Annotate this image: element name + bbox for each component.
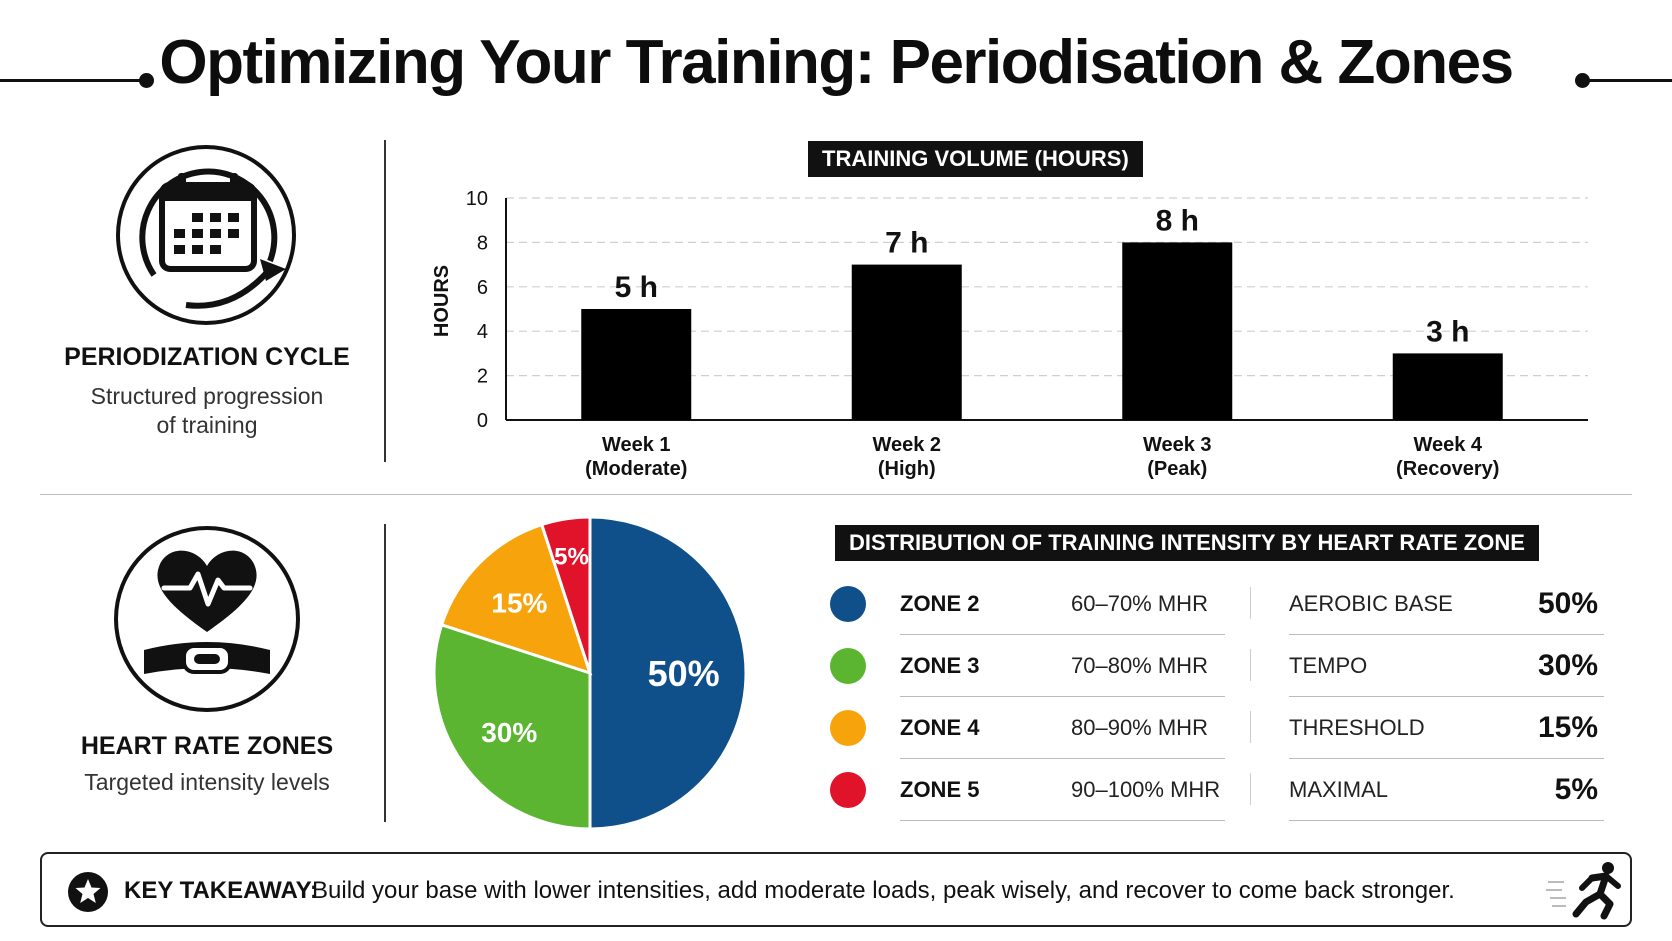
periodization-subtitle-line2: of training [156,412,258,438]
zone-label: ZONE 5 [900,777,980,802]
heart-monitor-icon [112,524,302,719]
legend-separator [1250,649,1251,681]
section-divider-top [384,140,386,462]
zone-percent: 5% [1554,773,1598,806]
zone-name: AEROBIC BASE [1289,591,1453,616]
key-takeaway-box: KEY TAKEAWAY: Build your base with lower… [40,852,1632,927]
x-tick-sublabel: (Peak) [1147,458,1207,480]
y-axis-label: HOURS [431,265,453,337]
takeaway-label: KEY TAKEAWAY: [124,877,318,904]
bar-value-label: 8 h [1156,204,1199,237]
legend-rule [1289,758,1604,759]
legend-rule [900,820,1225,821]
calendar-cycle-icon [114,143,304,338]
legend-rule [1289,820,1604,821]
pie-slice-label: 50% [648,653,720,694]
legend-rule [900,696,1225,697]
bar-value-label: 7 h [885,227,928,260]
bar [851,264,962,420]
x-tick-sublabel: (Recovery) [1396,458,1499,480]
x-tick-sublabel: (High) [878,458,936,480]
zone-name: MAXIMAL [1289,777,1389,802]
title-rule-left [0,79,146,82]
zone-range: 70–80% MHR [1071,653,1208,678]
y-tick-label: 8 [477,232,488,254]
legend-row: ZONE 5 90–100% MHR MAXIMAL 5% [830,759,1610,821]
zone-label: ZONE 4 [900,715,980,740]
legend-row: ZONE 2 60–70% MHR AEROBIC BASE 50% [830,573,1610,635]
bar [1392,353,1503,420]
zone-2-swatch [830,586,866,622]
zone-label: ZONE 3 [900,653,980,678]
bar-value-label: 5 h [615,271,658,304]
zone-range: 60–70% MHR [1071,591,1208,616]
pie-slice-label: 5% [554,544,589,571]
title-dot-right [1575,73,1590,88]
y-tick-label: 0 [477,410,488,432]
y-tick-label: 10 [466,188,488,210]
bar [581,309,692,420]
page-title: Optimizing Your Training: Periodisation … [159,28,1514,97]
pie-slice [588,515,748,831]
pie-slice-label: 30% [481,717,537,748]
x-tick-sublabel: (Moderate) [585,458,687,480]
star-icon [68,872,108,912]
legend-separator [1250,773,1251,805]
y-tick-label: 6 [477,277,488,299]
zone-name: THRESHOLD [1289,715,1425,740]
pie-slice [432,622,592,831]
periodization-subtitle: Structured progression of training [37,382,377,440]
bar [1122,242,1233,420]
x-tick-label: Week 3 [1143,434,1212,456]
zone-name: TEMPO [1289,653,1368,678]
takeaway-text: Build your base with lower intensities, … [312,877,1455,904]
legend-separator [1250,711,1251,743]
zone-percent: 50% [1537,587,1598,620]
pie-chart-title: DISTRIBUTION OF TRAINING INTENSITY BY HE… [835,525,1539,561]
y-tick-label: 4 [477,321,488,343]
zone-3-swatch [830,648,866,684]
bar-value-label: 3 h [1426,315,1469,348]
zone-5-swatch [830,772,866,808]
legend-row: ZONE 4 80–90% MHR THRESHOLD 15% [830,697,1610,759]
pie-slice-label: 15% [491,587,547,618]
legend-rule [900,758,1225,759]
runner-icon [1546,860,1626,927]
legend-rule [1289,696,1604,697]
heart-rate-title: HEART RATE ZONES [80,732,334,760]
legend-separator [1250,587,1251,619]
title-rule-right [1584,79,1672,82]
section-divider-bottom [384,524,386,822]
y-tick-label: 2 [477,366,488,388]
heart-rate-subtitle: Targeted intensity levels [84,769,330,795]
periodization-subtitle-line1: Structured progression [90,383,324,409]
periodization-title: PERIODIZATION CYCLE [64,343,350,371]
zone-range: 80–90% MHR [1071,715,1208,740]
header: Optimizing Your Training: Periodisation … [0,28,1672,98]
pie-slice [439,522,593,676]
zone-4-swatch [830,710,866,746]
legend-row: ZONE 3 70–80% MHR TEMPO 30% [830,635,1610,697]
pie-slice [539,515,592,674]
legend-rule [900,634,1225,635]
x-tick-label: Week 2 [872,434,941,456]
title-dot-left [139,73,154,88]
zone-label: ZONE 2 [900,591,980,616]
x-tick-label: Week 1 [602,434,671,456]
zone-range: 90–100% MHR [1071,777,1221,802]
zone-percent: 15% [1537,711,1598,744]
horizontal-divider [40,494,1632,495]
zone-percent: 30% [1537,649,1598,682]
legend-rule [1289,634,1604,635]
x-tick-label: Week 4 [1413,434,1482,456]
bar-chart-title: TRAINING VOLUME (HOURS) [808,141,1143,177]
